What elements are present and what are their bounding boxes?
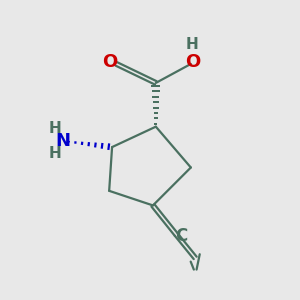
Text: C: C <box>176 227 188 245</box>
Text: N: N <box>55 132 70 150</box>
Text: H: H <box>186 38 199 52</box>
Text: H: H <box>49 146 61 161</box>
Text: O: O <box>102 53 118 71</box>
Text: O: O <box>185 53 200 71</box>
Text: H: H <box>49 122 61 136</box>
